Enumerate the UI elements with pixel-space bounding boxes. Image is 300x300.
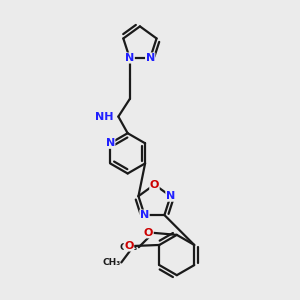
Text: N: N: [106, 138, 115, 148]
Text: O: O: [150, 179, 159, 190]
Text: CH₃: CH₃: [102, 258, 120, 267]
Text: NH: NH: [95, 112, 113, 122]
Text: N: N: [166, 191, 175, 201]
Text: CH₃: CH₃: [120, 243, 138, 252]
Text: O: O: [124, 241, 134, 251]
Text: N: N: [125, 53, 134, 63]
Text: N: N: [146, 53, 155, 63]
Text: N: N: [140, 210, 149, 220]
Text: O: O: [144, 228, 153, 238]
